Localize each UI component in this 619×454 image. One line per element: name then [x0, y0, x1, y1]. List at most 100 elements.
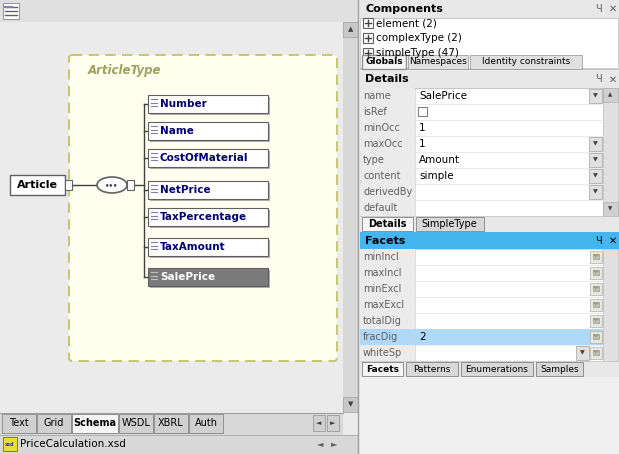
Text: •••: ••• — [105, 182, 119, 188]
Text: Samples: Samples — [540, 365, 579, 374]
Text: ✕: ✕ — [609, 236, 617, 246]
Text: xsd: xsd — [5, 441, 15, 446]
Bar — [589, 89, 602, 103]
Text: Details: Details — [365, 74, 409, 84]
Bar — [72, 414, 118, 433]
Bar — [360, 281, 415, 297]
Text: ▼: ▼ — [592, 94, 597, 99]
Text: TaxPercentage: TaxPercentage — [160, 212, 247, 222]
Bar — [360, 0, 619, 18]
Text: minOcc: minOcc — [363, 123, 400, 133]
Bar — [590, 267, 602, 279]
Text: maxIncl: maxIncl — [363, 268, 402, 278]
Text: ▼: ▼ — [592, 189, 597, 194]
Text: ▼: ▼ — [348, 401, 353, 408]
Bar — [150, 151, 270, 169]
Bar — [363, 33, 373, 43]
Text: Globals: Globals — [365, 58, 403, 66]
Text: Details: Details — [368, 219, 407, 229]
Bar — [360, 88, 603, 216]
Text: Facets: Facets — [366, 365, 399, 374]
Text: NetPrice: NetPrice — [160, 185, 210, 195]
Text: Facets: Facets — [365, 236, 405, 246]
Text: isRef: isRef — [363, 107, 387, 117]
Bar — [589, 153, 602, 167]
Bar — [470, 55, 582, 69]
Bar — [360, 71, 619, 88]
Text: XBRL: XBRL — [158, 418, 184, 428]
Text: ✕: ✕ — [609, 4, 617, 14]
Bar — [593, 350, 599, 355]
Bar — [0, 0, 358, 22]
Text: Ч: Ч — [595, 4, 602, 14]
Text: ▼: ▼ — [592, 173, 597, 178]
Bar — [148, 122, 268, 140]
Bar — [360, 136, 415, 152]
Bar — [593, 254, 599, 259]
Bar — [148, 95, 268, 113]
Bar — [189, 414, 223, 433]
Bar — [360, 232, 619, 249]
Bar — [150, 240, 270, 258]
Text: minExcl: minExcl — [363, 284, 401, 294]
Text: Components: Components — [365, 4, 443, 14]
Text: ►: ► — [331, 420, 335, 426]
Text: Number: Number — [160, 99, 207, 109]
Text: ►: ► — [331, 439, 337, 449]
Text: SimpleType: SimpleType — [422, 219, 477, 229]
Bar — [65, 180, 72, 190]
Bar — [360, 120, 415, 136]
Text: Enumerations: Enumerations — [465, 365, 529, 374]
Bar — [590, 331, 602, 343]
Bar — [593, 270, 599, 275]
FancyBboxPatch shape — [69, 55, 337, 361]
Text: minIncl: minIncl — [363, 252, 399, 262]
Bar — [589, 185, 602, 199]
Bar — [363, 48, 373, 58]
Bar — [603, 88, 618, 102]
Bar — [362, 362, 403, 376]
Bar — [148, 238, 268, 256]
Bar — [148, 208, 268, 226]
Text: Article: Article — [17, 180, 58, 190]
Text: SalePrice: SalePrice — [419, 91, 467, 101]
Bar — [343, 22, 358, 412]
Bar — [343, 22, 358, 37]
Bar — [327, 415, 339, 431]
Bar — [362, 55, 407, 69]
Text: whiteSp: whiteSp — [363, 348, 402, 358]
Bar — [150, 124, 270, 142]
Text: Identity constraints: Identity constraints — [482, 58, 571, 66]
Bar — [360, 329, 415, 345]
Bar — [360, 88, 415, 104]
Bar — [150, 270, 270, 288]
Bar — [415, 217, 483, 231]
Text: element (2): element (2) — [376, 18, 437, 28]
Bar — [603, 249, 618, 361]
Bar — [603, 202, 618, 216]
Text: 2: 2 — [419, 332, 426, 342]
Bar — [536, 362, 582, 376]
Bar — [150, 97, 270, 115]
Bar — [360, 249, 603, 361]
Text: ▼: ▼ — [608, 207, 612, 212]
Text: SalePrice: SalePrice — [160, 272, 215, 282]
Text: ✕: ✕ — [609, 74, 617, 84]
Text: TaxAmount: TaxAmount — [160, 242, 225, 252]
Bar — [593, 318, 599, 323]
Bar — [461, 362, 533, 376]
Text: ▲: ▲ — [348, 26, 353, 33]
Text: maxOcc: maxOcc — [363, 139, 402, 149]
Bar — [576, 346, 589, 360]
Bar — [10, 175, 65, 195]
Bar — [150, 210, 270, 228]
Text: Text: Text — [9, 418, 29, 428]
Bar — [3, 3, 19, 19]
Bar — [360, 249, 415, 265]
Text: Ч: Ч — [595, 74, 602, 84]
Text: ▼: ▼ — [592, 142, 597, 147]
Bar — [0, 435, 358, 454]
Bar — [590, 251, 602, 263]
Text: name: name — [363, 91, 391, 101]
Text: fracDig: fracDig — [363, 332, 398, 342]
